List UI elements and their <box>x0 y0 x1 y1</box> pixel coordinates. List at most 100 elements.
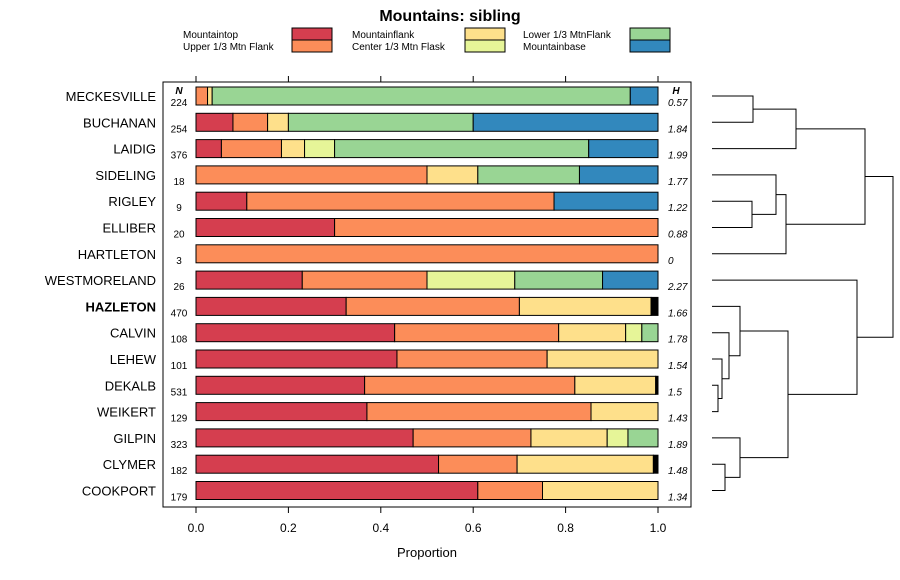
bar-segment <box>641 323 659 343</box>
row-label: WEIKERT <box>97 405 156 420</box>
row-n: 376 <box>171 151 188 162</box>
bar-segment <box>195 86 209 106</box>
bar-segment <box>334 139 590 159</box>
legend-swatch <box>464 27 506 41</box>
row-n: 179 <box>171 493 188 504</box>
bar-segment <box>195 481 479 500</box>
bar-segment <box>426 165 479 185</box>
row-label: CALVIN <box>110 326 156 341</box>
legend-swatch <box>291 27 333 41</box>
row-label: LEHEW <box>110 352 157 367</box>
bar-segment <box>650 296 659 316</box>
row-n: 18 <box>173 177 185 188</box>
bar-segment <box>477 165 580 185</box>
bar-segment <box>412 428 532 448</box>
row-n: 101 <box>171 361 188 372</box>
row-label: COOKPORT <box>82 484 156 499</box>
row-h: 1.54 <box>668 361 688 372</box>
row-label: HARTLETON <box>78 247 156 262</box>
bar-segment <box>625 323 643 343</box>
x-tick-label: 1.0 <box>650 521 667 535</box>
bar-segment <box>629 86 659 106</box>
bar-segment <box>195 139 222 159</box>
dendrogram-link <box>712 437 741 478</box>
row-n: 108 <box>171 335 188 346</box>
bar-segment <box>280 139 306 159</box>
dendrogram-link <box>712 174 777 215</box>
bar-segment <box>516 454 654 474</box>
legend-swatch <box>291 39 333 53</box>
bar-segment <box>546 349 659 369</box>
bar-segment <box>195 454 440 474</box>
dendrogram-link <box>712 305 741 357</box>
row-label: LAIDIG <box>113 142 156 157</box>
bar-segment <box>438 454 518 474</box>
row-label: RIGLEY <box>108 194 156 209</box>
dendrogram-link <box>786 128 866 225</box>
h-header: H <box>672 86 680 97</box>
bar-segment <box>195 165 428 185</box>
bar-segment <box>518 296 652 316</box>
x-tick-label: 0.8 <box>557 521 574 535</box>
bar-segment <box>366 402 592 422</box>
row-h: 0.88 <box>668 230 688 241</box>
x-axis-title: Proportion <box>397 545 457 560</box>
legend-label: Mountainbase <box>523 42 586 53</box>
bar-segment <box>267 112 289 132</box>
dendrogram-link <box>857 176 894 338</box>
bar-segment <box>195 402 368 422</box>
bar-segment <box>553 191 659 211</box>
bar-segment <box>542 481 659 500</box>
dendrogram-link <box>712 279 858 395</box>
row-label: MECKESVILLE <box>66 89 157 104</box>
row-n: 254 <box>171 124 188 135</box>
x-axis: 0.0 0.2 0.4 0.6 0.8 1.0 <box>188 507 667 535</box>
bar-segment <box>195 244 659 264</box>
legend-swatch <box>629 27 671 41</box>
row-n: 224 <box>171 98 188 109</box>
bar-segment <box>195 296 347 316</box>
bar-segment <box>195 349 398 369</box>
bar-segment <box>211 86 631 106</box>
row-h: 1.5 <box>668 387 682 398</box>
dendrogram-link <box>740 330 789 459</box>
row-n: 531 <box>171 387 188 398</box>
chart-title: Mountains: sibling <box>379 8 520 25</box>
bar-segment <box>590 402 659 422</box>
bar-segment <box>558 323 627 343</box>
legend-label: Lower 1/3 MtnFlank <box>523 30 612 41</box>
bar-segment <box>334 218 659 237</box>
n-header: N <box>175 86 183 97</box>
row-h: 1.99 <box>668 151 688 162</box>
bar-segment <box>364 375 576 395</box>
row-label: BUCHANAN <box>83 115 156 130</box>
bar-segment <box>195 428 414 448</box>
bar-segment <box>477 481 544 500</box>
row-h: 1.78 <box>668 335 688 346</box>
bar-segment <box>287 112 474 132</box>
dendrogram-link <box>712 200 753 228</box>
row-n: 129 <box>171 414 188 425</box>
row-h: 1.77 <box>668 177 688 188</box>
dendrogram-link <box>712 463 726 491</box>
bar-segment <box>627 428 659 448</box>
bar-segment <box>394 323 560 343</box>
row-n: 20 <box>173 230 185 241</box>
row-label: CLYMER <box>103 457 156 472</box>
bar-segment <box>606 428 629 448</box>
bar-segment <box>220 139 282 159</box>
bar-segment <box>396 349 548 369</box>
row-h: 0.57 <box>668 98 688 109</box>
x-tick-label: 0.2 <box>280 521 297 535</box>
row-n: 470 <box>171 308 188 319</box>
row-n: 9 <box>176 203 182 214</box>
bar-segment <box>652 454 659 474</box>
bars: N H MECKESVILLE 224 0.57 BUCHANAN 254 1.84 LAIDI… <box>45 86 688 504</box>
row-h: 1.66 <box>668 308 688 319</box>
row-n: 182 <box>171 466 188 477</box>
dendrogram-link <box>712 194 787 255</box>
bar-segment <box>195 323 396 343</box>
bar-segment <box>304 139 336 159</box>
bar-segment <box>195 375 366 395</box>
